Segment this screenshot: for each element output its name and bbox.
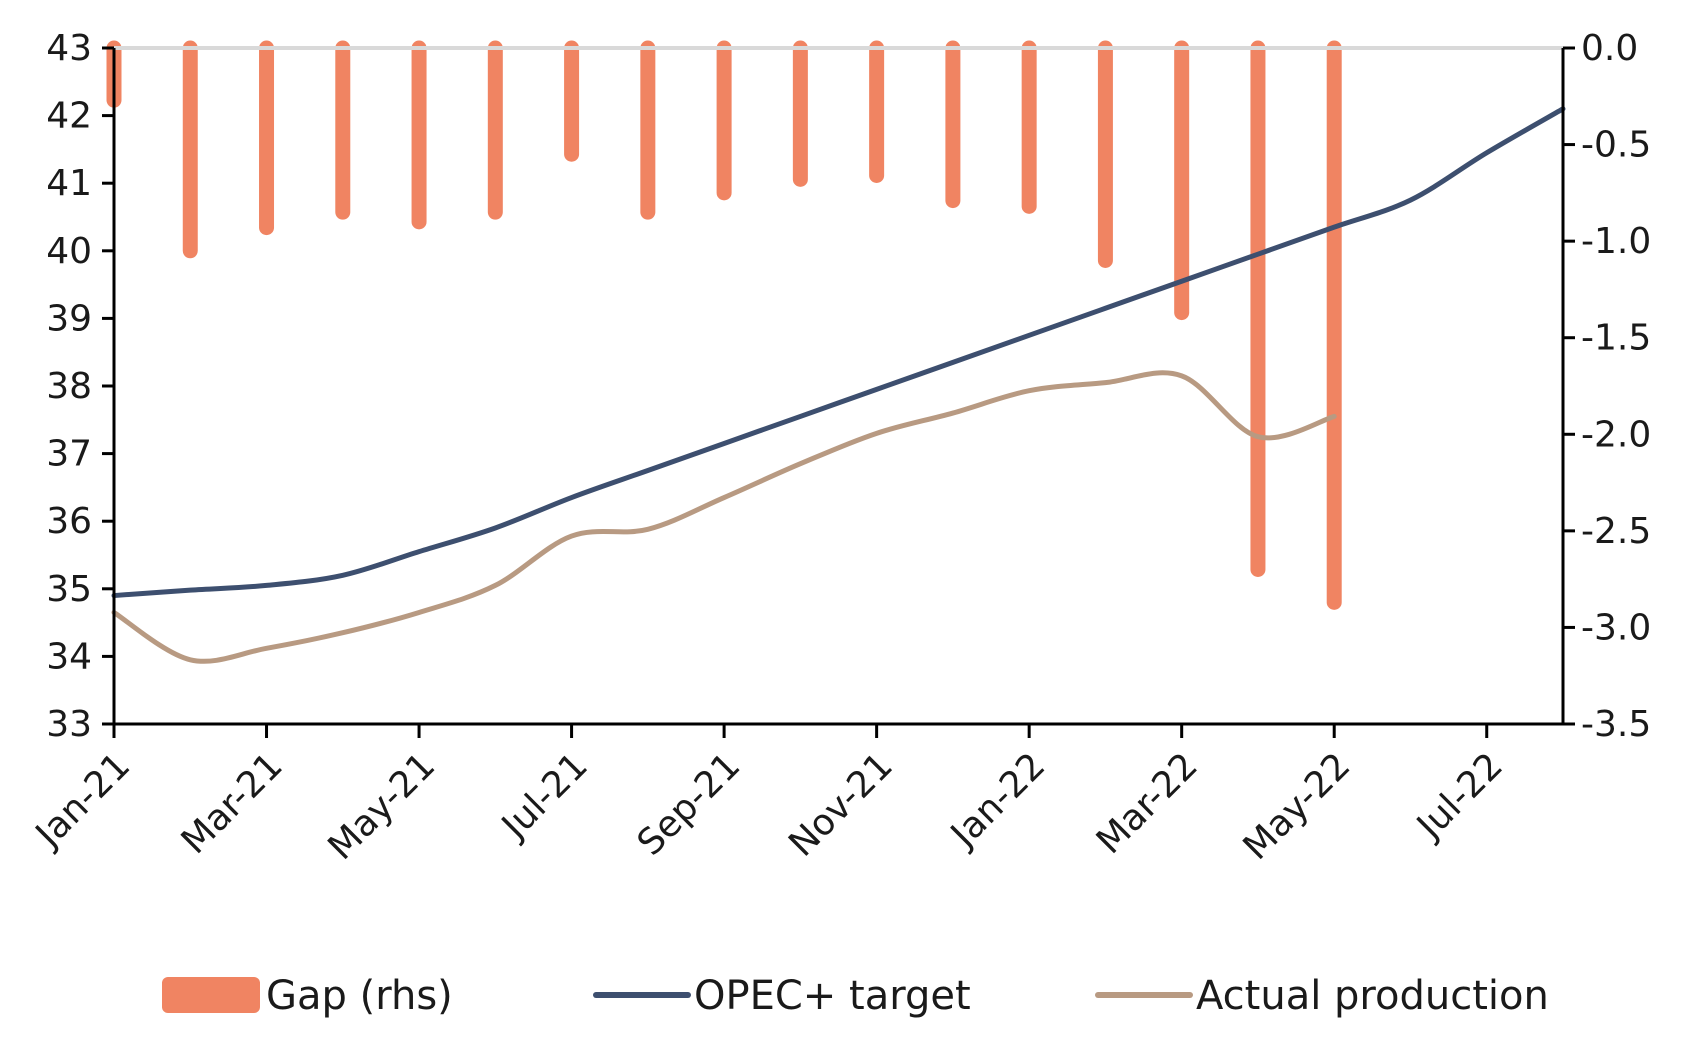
- series-lines: [111, 106, 1566, 664]
- legend-swatch: [162, 977, 260, 1013]
- right-tick-label: -2.0: [1581, 414, 1651, 455]
- left-tick-label: 42: [46, 96, 92, 137]
- legend-item-gap-rhs: Gap (rhs): [162, 973, 453, 1019]
- left-tick-label: 33: [46, 704, 92, 745]
- left-tick-label: 40: [46, 231, 92, 272]
- right-tick-label: -2.5: [1581, 511, 1651, 552]
- x-tick-label: Nov-21: [781, 745, 901, 865]
- legend-item-actual-production: Actual production: [1095, 973, 1549, 1019]
- left-tick-label: 35: [46, 569, 92, 610]
- legend-label: Gap (rhs): [266, 973, 453, 1019]
- right-tick-label: -1.5: [1581, 318, 1651, 359]
- left-tick-label: 36: [46, 501, 92, 542]
- left-tick-label: 39: [46, 298, 92, 339]
- left-tick-label: 34: [46, 636, 92, 677]
- legend-label: Actual production: [1196, 973, 1549, 1019]
- x-tick-label: Jul-21: [493, 745, 596, 848]
- opec-target-line: [111, 106, 1566, 599]
- x-tick-label: Mar-21: [174, 745, 291, 862]
- x-tick-label: Jan-21: [27, 745, 138, 856]
- right-tick-label: -3.0: [1581, 607, 1651, 648]
- gap-bars: [106, 40, 1342, 610]
- x-tick-label: Sep-21: [630, 745, 749, 864]
- x-tick-label: Jul-22: [1408, 745, 1511, 848]
- actual-production-line: [111, 370, 1337, 664]
- right-tick-label: 0.0: [1581, 28, 1638, 69]
- left-tick-label: 37: [46, 434, 92, 475]
- right-tick-label: -3.5: [1581, 704, 1651, 745]
- x-tick-label: May-22: [1236, 745, 1359, 868]
- legend: Gap (rhs) OPEC+ target Actual production: [162, 973, 1549, 1019]
- legend-item-opec-target: OPEC+ target: [593, 973, 971, 1019]
- right-tick-label: -1.0: [1581, 221, 1651, 262]
- x-tick-label: Mar-22: [1089, 745, 1206, 862]
- left-tick-label: 38: [46, 366, 92, 407]
- legend-label: OPEC+ target: [694, 973, 971, 1019]
- left-tick-label: 43: [46, 28, 92, 69]
- left-tick-label: 41: [46, 163, 92, 204]
- right-tick-label: -0.5: [1581, 125, 1651, 166]
- x-tick-label: May-21: [320, 745, 443, 868]
- x-tick-label: Jan-22: [942, 745, 1053, 856]
